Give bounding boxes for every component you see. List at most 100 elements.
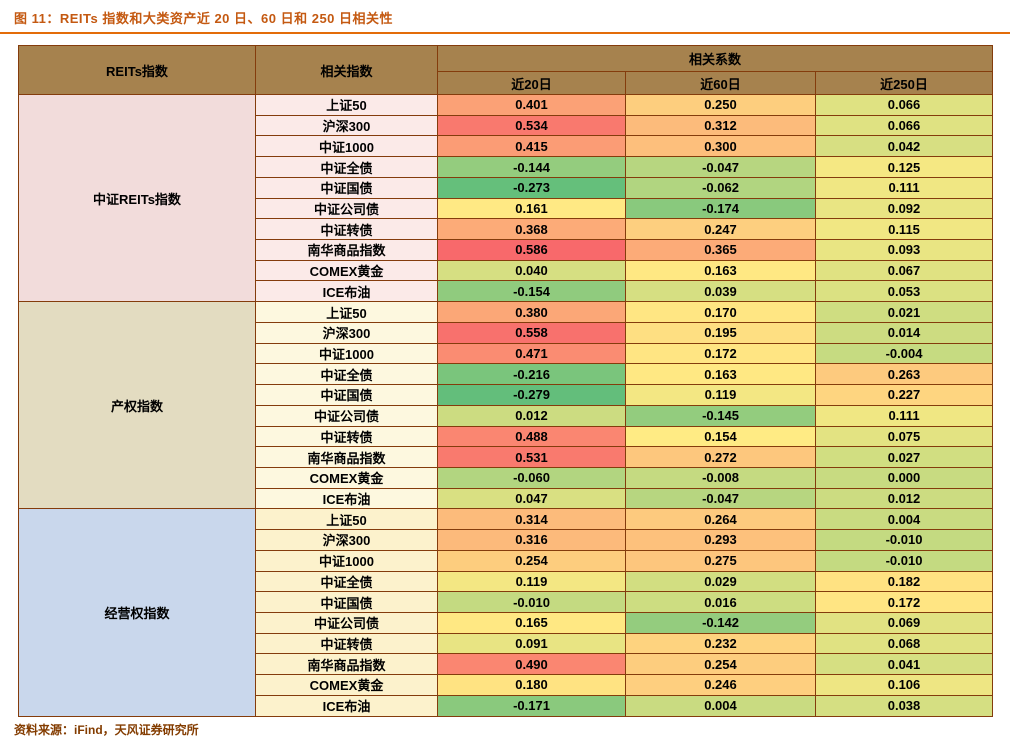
- related-index-label: 沪深300: [255, 114, 438, 137]
- period-header-250d: 近250日: [814, 71, 994, 95]
- correlation-value-cell: -0.010: [437, 591, 626, 613]
- correlation-value-cell: -0.047: [625, 156, 816, 178]
- title-divider: [0, 32, 1010, 34]
- correlation-value-cell: 0.111: [814, 404, 994, 427]
- correlation-value-cell: 0.091: [437, 632, 626, 655]
- table-row: 中证国债 -0.273 -0.062 0.111: [19, 176, 994, 199]
- correlation-value-cell: -0.171: [437, 694, 626, 718]
- correlation-value-cell: -0.008: [625, 466, 816, 489]
- correlation-value-cell: 0.004: [814, 508, 994, 531]
- table-row: 中证1000 0.471 0.172 -0.004: [19, 342, 994, 365]
- table-row: COMEX黄金 0.040 0.163 0.067: [19, 259, 994, 282]
- correlation-value-cell: 0.066: [814, 94, 994, 116]
- correlation-value-cell: 0.039: [625, 280, 816, 303]
- correlation-value-cell: 0.119: [625, 384, 816, 406]
- related-index-label: 中证1000: [255, 342, 438, 365]
- related-index-label: 中证公司债: [255, 197, 438, 220]
- correlation-value-cell: 0.531: [437, 446, 626, 468]
- correlation-value-cell: 0.163: [625, 363, 816, 386]
- table-row: 中证公司债 0.165 -0.142 0.069: [19, 611, 994, 634]
- correlation-value-cell: 0.042: [814, 135, 994, 158]
- correlation-value-cell: -0.062: [625, 176, 816, 199]
- source-note: 资料来源：iFind，天风证券研究所: [14, 723, 199, 737]
- related-index-label: 上证50: [255, 301, 438, 323]
- correlation-value-cell: 0.180: [437, 674, 626, 696]
- correlation-value-cell: 0.106: [814, 674, 994, 696]
- table-row: 经营权指数 上证50 0.314 0.264 0.004: [18, 508, 994, 717]
- correlation-value-cell: 0.368: [437, 218, 626, 241]
- correlation-value-cell: 0.558: [437, 321, 626, 344]
- correlation-value-cell: -0.216: [437, 363, 626, 386]
- table-row: 中证1000 0.415 0.300 0.042: [19, 135, 994, 158]
- correlation-value-cell: 0.264: [625, 508, 816, 531]
- correlation-value-cell: 0.125: [814, 156, 994, 178]
- correlation-value-cell: 0.041: [814, 653, 994, 676]
- related-index-label: ICE布油: [255, 694, 438, 718]
- correlation-value-cell: 0.182: [814, 570, 994, 593]
- related-index-label: 南华商品指数: [255, 446, 438, 468]
- correlation-value-cell: 0.254: [437, 549, 626, 572]
- correlation-value-cell: 0.047: [437, 487, 626, 510]
- correlation-value-cell: 0.263: [814, 363, 994, 386]
- correlation-value-cell: 0.300: [625, 135, 816, 158]
- table-row: 中证全债 0.119 0.029 0.182: [19, 570, 994, 593]
- correlation-value-cell: 0.021: [814, 301, 994, 323]
- table-row: 产权指数 上证50 0.380 0.170 0.021: [18, 301, 994, 510]
- correlation-value-cell: 0.490: [437, 653, 626, 676]
- related-index-label: COMEX黄金: [255, 674, 438, 696]
- correlation-value-cell: -0.154: [437, 280, 626, 303]
- correlation-value-cell: -0.273: [437, 176, 626, 199]
- related-index-label: 沪深300: [255, 529, 438, 551]
- figure-title: 图 11：REITs 指数和大类资产近 20 日、60 日和 250 日相关性: [14, 11, 394, 26]
- correlation-value-cell: 0.314: [437, 508, 626, 531]
- correlation-value-cell: 0.115: [814, 218, 994, 241]
- correlation-value-cell: 0.012: [437, 404, 626, 427]
- correlation-value-cell: 0.195: [625, 321, 816, 344]
- table-row: 中证全债 -0.144 -0.047 0.125: [19, 156, 994, 178]
- correlation-value-cell: 0.053: [814, 280, 994, 303]
- correlation-value-cell: 0.471: [437, 342, 626, 365]
- correlation-value-cell: 0.165: [437, 611, 626, 634]
- correlation-value-cell: -0.047: [625, 487, 816, 510]
- related-index-label: 中证转债: [255, 425, 438, 448]
- correlation-value-cell: 0.227: [814, 384, 994, 406]
- correlation-value-cell: 0.254: [625, 653, 816, 676]
- related-index-label: 中证公司债: [255, 611, 438, 634]
- reits-group-label: 中证REITs指数: [18, 93, 256, 303]
- correlation-value-cell: 0.232: [625, 632, 816, 655]
- correlation-value-cell: -0.145: [625, 404, 816, 427]
- table-row: ICE布油 -0.171 0.004 0.038: [19, 694, 994, 718]
- table-row: 南华商品指数 0.490 0.254 0.041: [19, 653, 994, 676]
- correlation-value-cell: 0.004: [625, 694, 816, 718]
- correlation-value-cell: 0.415: [437, 135, 626, 158]
- related-index-label: 上证50: [255, 94, 438, 116]
- correlation-value-cell: 0.172: [814, 591, 994, 613]
- table-row: 中证REITs指数 上证50 0.401 0.250 0.066: [18, 93, 994, 303]
- correlation-value-cell: -0.010: [814, 529, 994, 551]
- table-row: 中证转债 0.091 0.232 0.068: [19, 632, 994, 655]
- correlation-value-cell: 0.040: [437, 259, 626, 282]
- related-index-label: ICE布油: [255, 487, 438, 510]
- correlation-value-cell: 0.247: [625, 218, 816, 241]
- correlation-value-cell: -0.279: [437, 384, 626, 406]
- correlation-value-cell: 0.068: [814, 632, 994, 655]
- correlation-coefficient-header: 相关系数: [436, 45, 994, 72]
- correlation-value-cell: 0.272: [625, 446, 816, 468]
- correlation-value-cell: 0.016: [625, 591, 816, 613]
- period-header-20d: 近20日: [437, 71, 626, 95]
- correlation-value-cell: -0.010: [814, 549, 994, 572]
- table-row: 中证国债 -0.010 0.016 0.172: [19, 591, 994, 613]
- related-index-label: 中证1000: [255, 549, 438, 572]
- correlation-value-cell: 0.586: [437, 239, 626, 261]
- correlation-value-cell: 0.014: [814, 321, 994, 344]
- correlation-value-cell: 0.488: [437, 425, 626, 448]
- correlation-value-cell: 0.029: [625, 570, 816, 593]
- related-index-label: 中证国债: [255, 384, 438, 406]
- correlation-value-cell: 0.401: [437, 94, 626, 116]
- reits-index-header: REITs指数: [18, 45, 256, 95]
- related-index-label: 中证全债: [255, 363, 438, 386]
- correlation-value-cell: 0.000: [814, 466, 994, 489]
- table-body: 中证REITs指数 上证50 0.401 0.250 0.066 沪深300 0.534 0.…: [18, 93, 994, 718]
- table-row: 沪深300 0.534 0.312 0.066: [19, 114, 994, 137]
- correlation-value-cell: 0.250: [625, 94, 816, 116]
